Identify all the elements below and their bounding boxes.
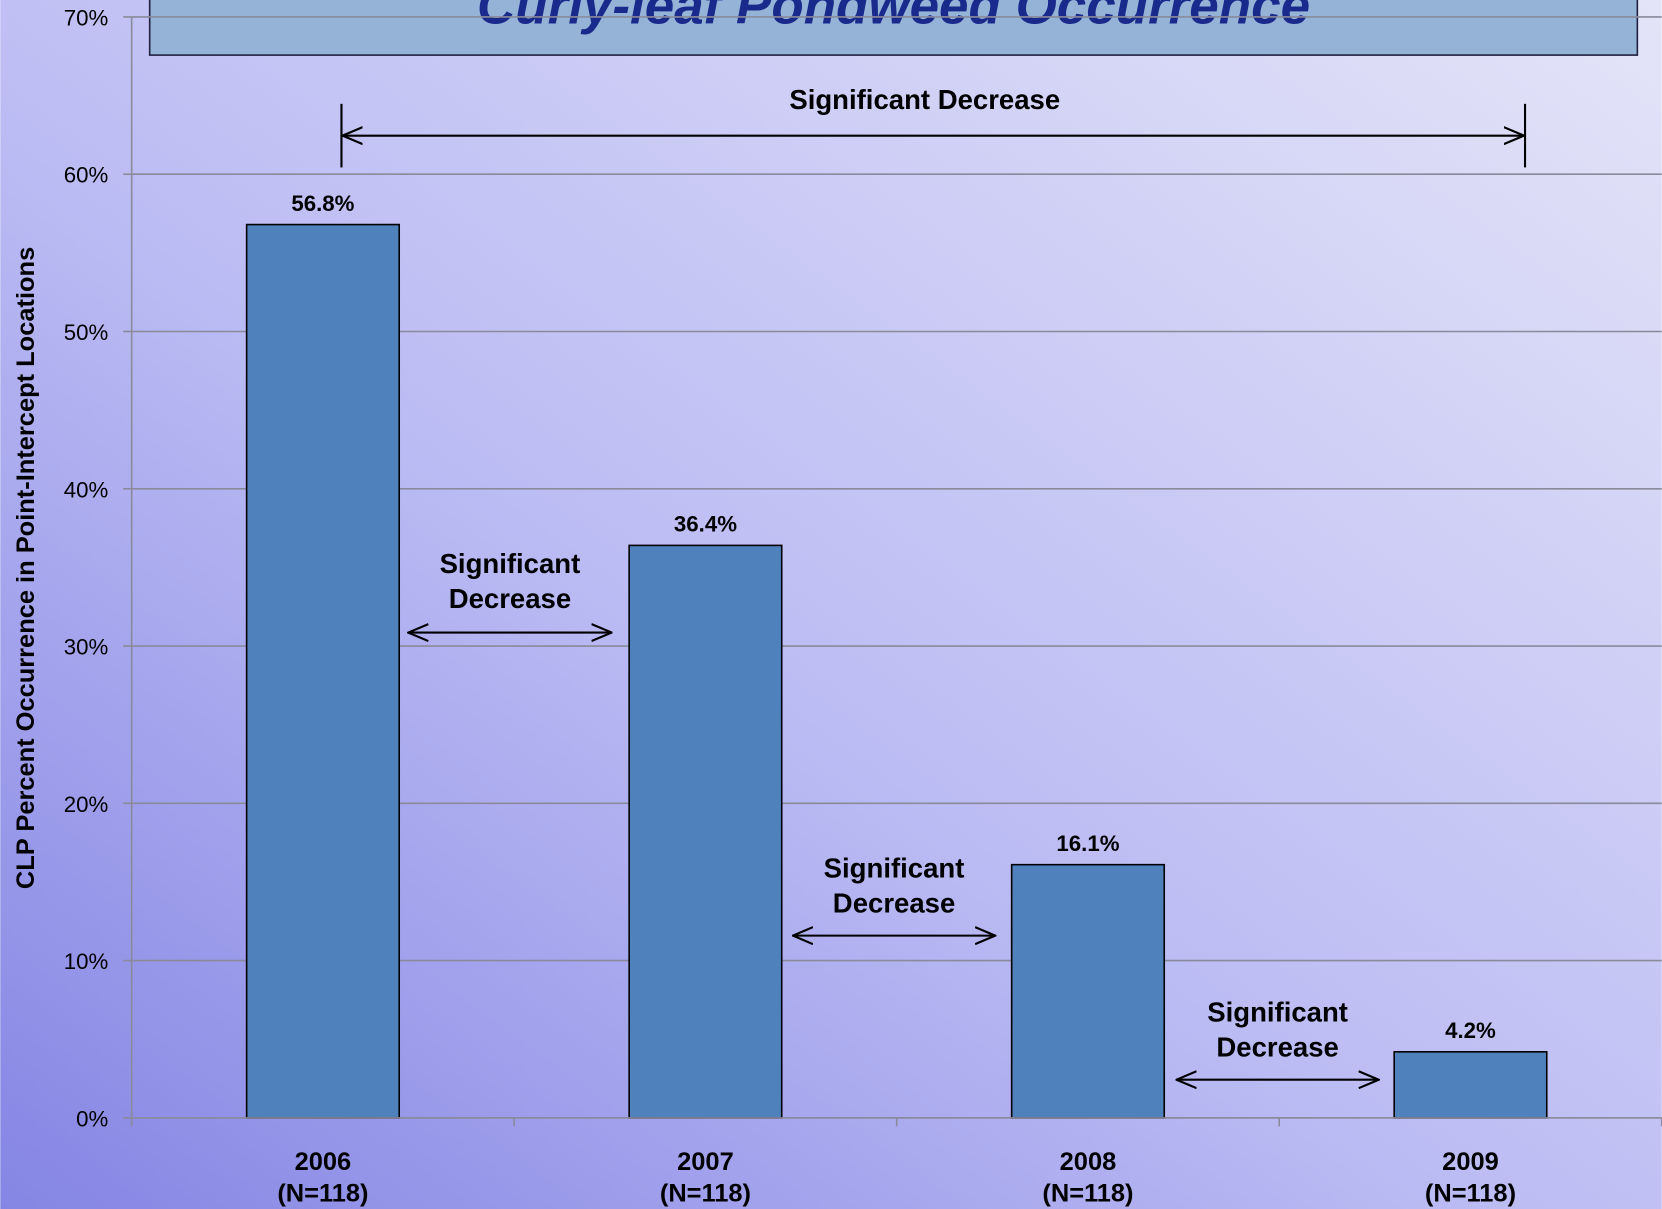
- x-tick-sublabel: (N=118): [277, 1180, 368, 1208]
- x-tick-label: 2008: [1060, 1148, 1117, 1176]
- annotation-text: Significant: [1207, 996, 1348, 1027]
- annotation-text: Significant: [824, 852, 965, 883]
- y-tick-label: 0%: [76, 1106, 108, 1131]
- bar: [245, 223, 401, 1119]
- annotation-text: Decrease: [1216, 1031, 1338, 1062]
- annotation-text: Significant: [440, 548, 581, 579]
- y-tick-label: 20%: [64, 792, 109, 817]
- annotation-text: Decrease: [449, 583, 571, 614]
- y-tick-label: 40%: [64, 477, 109, 502]
- title-box: [148, 0, 1639, 56]
- y-tick-label: 50%: [64, 320, 109, 345]
- y-tick-label: 30%: [64, 635, 109, 660]
- y-tick-label: 60%: [64, 163, 109, 188]
- plot-area: 0% 10% 20% 30% 40% 50% 60% 70% 56.8% 2006 (N=118) 3…: [64, 5, 1662, 1208]
- data-label: 56.8%: [291, 191, 354, 216]
- bar: [628, 544, 783, 1119]
- x-tick-sublabel: (N=118): [660, 1180, 751, 1208]
- y-tick-label: 70%: [64, 5, 109, 30]
- annotation-text: Decrease: [833, 887, 955, 918]
- x-tick-label: 2009: [1442, 1148, 1499, 1176]
- x-tick-sublabel: (N=118): [1425, 1180, 1516, 1208]
- y-axis-label: CLP Percent Occurrence in Point-Intercep…: [12, 247, 40, 889]
- y-tick-label: 10%: [64, 949, 109, 974]
- data-label: 16.1%: [1056, 831, 1119, 856]
- data-label: 36.4%: [674, 512, 737, 537]
- data-label: 4.2%: [1445, 1018, 1496, 1043]
- annotation-text: Significant Decrease: [789, 84, 1060, 115]
- x-tick-label: 2006: [295, 1148, 352, 1176]
- x-tick-label: 2007: [677, 1148, 734, 1176]
- bar: [1393, 1051, 1548, 1119]
- bar: [1010, 863, 1166, 1119]
- x-tick-sublabel: (N=118): [1042, 1180, 1133, 1208]
